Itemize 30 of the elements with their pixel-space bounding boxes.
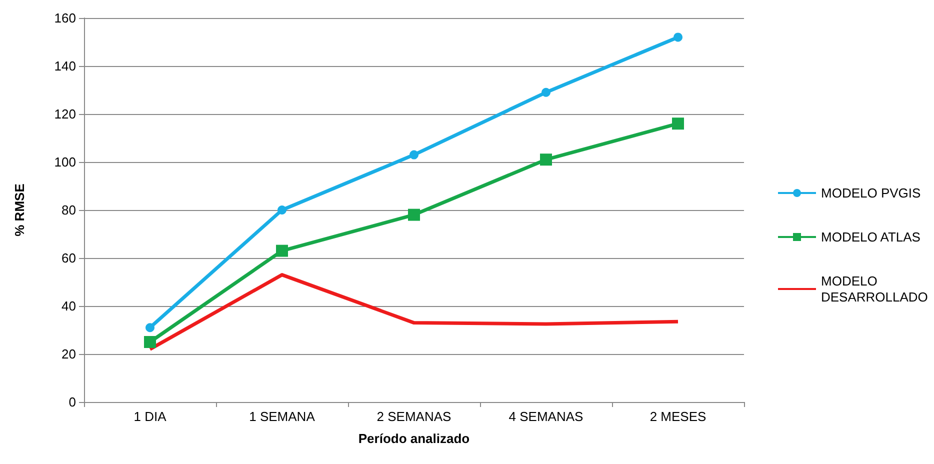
point: [146, 323, 154, 332]
point: [410, 150, 418, 160]
line-series: [148, 273, 680, 351]
y-tick-label: 0: [68, 394, 76, 410]
point: [278, 206, 286, 214]
legend-label: MODELO PVGIS: [821, 186, 922, 200]
y-tick-label: 140: [54, 58, 76, 74]
x-tick-label: 1 DIA: [134, 409, 167, 424]
point: [672, 118, 684, 130]
y-tick-label: 120: [54, 106, 76, 122]
y-tick-label: 160: [54, 10, 76, 26]
legend-label: MODELO ATLAS: [821, 230, 921, 244]
y-tick-label: 40: [62, 298, 76, 314]
point: [408, 208, 420, 221]
y-tick-label: 60: [62, 250, 76, 266]
y-tick-label: 20: [62, 346, 76, 362]
x-tick-label: 2 SEMANAS: [376, 409, 452, 424]
point: [674, 32, 682, 42]
legend-label: MODELO DESARROLLADO: [821, 274, 928, 304]
point: [540, 154, 552, 166]
y-tick-label: 80: [62, 202, 76, 218]
x-tick-label: 1 SEMANA: [249, 409, 316, 424]
point: [144, 336, 156, 348]
y-tick-label: 100: [54, 154, 76, 170]
point: [542, 88, 550, 97]
y-axis-title: % RMSE: [12, 183, 27, 236]
x-tick-label: 4 SEMANAS: [508, 409, 584, 424]
x-axis-title: Período analizado: [358, 431, 470, 446]
x-tick-label: 2 MESES: [650, 409, 707, 424]
point: [276, 244, 288, 257]
